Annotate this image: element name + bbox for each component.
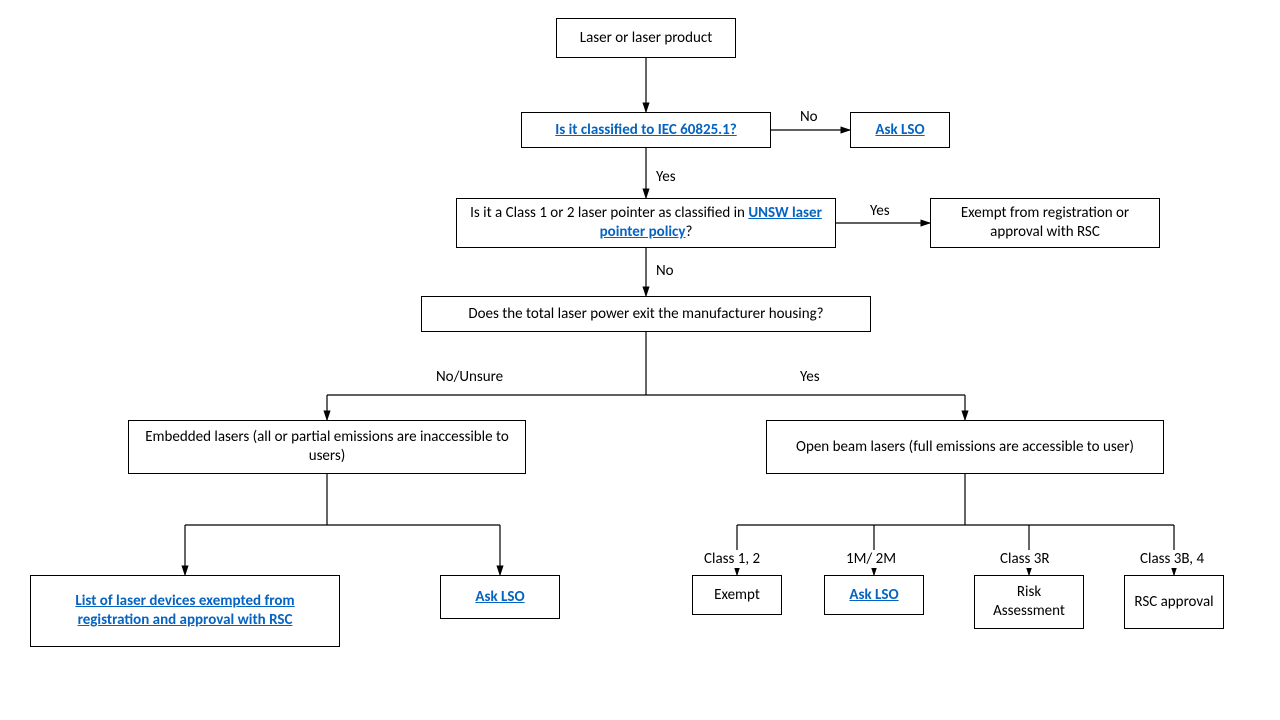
ask-lso-link-3[interactable]: Ask LSO	[849, 586, 898, 605]
node-iec[interactable]: Is it classified to IEC 60825.1?	[521, 112, 771, 148]
label-nounsure: No/Unsure	[436, 368, 503, 386]
embedded-text: Embedded lasers (all or partial emission…	[137, 428, 517, 466]
node-pointer-text: Is it a Class 1 or 2 laser pointer as cl…	[465, 204, 827, 242]
node-exempt: Exempt	[692, 575, 782, 615]
label-class3b4: Class 3B, 4	[1140, 550, 1204, 568]
label-no-1: No	[800, 108, 818, 126]
node-start: Laser or laser product	[556, 18, 736, 58]
node-asklso-2[interactable]: Ask LSO	[440, 575, 560, 619]
label-class3r: Class 3R	[1000, 550, 1050, 568]
node-embedded: Embedded lasers (all or partial emission…	[128, 420, 526, 474]
label-yes-2: Yes	[870, 202, 890, 220]
pointer-suffix: ?	[685, 223, 692, 241]
risk-text: Risk Assessment	[983, 583, 1075, 621]
label-no-2: No	[656, 262, 674, 280]
openbeam-text: Open beam lasers (full emissions are acc…	[796, 438, 1134, 457]
label-class12: Class 1, 2	[704, 550, 760, 568]
node-rsc: RSC approval	[1124, 575, 1224, 629]
exempt-list-link[interactable]: List of laser devices exempted from regi…	[39, 592, 331, 630]
label-yes-1: Yes	[656, 168, 676, 186]
node-housing: Does the total laser power exit the manu…	[421, 296, 871, 332]
node-pointer: Is it a Class 1 or 2 laser pointer as cl…	[456, 198, 836, 248]
housing-text: Does the total laser power exit the manu…	[468, 305, 823, 324]
node-exempt-list[interactable]: List of laser devices exempted from regi…	[30, 575, 340, 647]
pointer-prefix: Is it a Class 1 or 2 laser pointer as cl…	[470, 204, 748, 222]
rsc-text: RSC approval	[1134, 593, 1213, 612]
ask-lso-link-1[interactable]: Ask LSO	[875, 121, 924, 140]
exempt-rsc-text: Exempt from registration or approval wit…	[939, 204, 1151, 242]
exempt-text: Exempt	[714, 586, 760, 605]
node-exempt-rsc: Exempt from registration or approval wit…	[930, 198, 1160, 248]
label-yes-3: Yes	[800, 368, 820, 386]
ask-lso-link-2[interactable]: Ask LSO	[475, 588, 524, 607]
label-class1m2m: 1M/ 2M	[846, 550, 896, 568]
node-asklso-1[interactable]: Ask LSO	[850, 112, 950, 148]
node-risk: Risk Assessment	[974, 575, 1084, 629]
node-openbeam: Open beam lasers (full emissions are acc…	[766, 420, 1164, 474]
node-start-text: Laser or laser product	[580, 29, 712, 48]
node-asklso-3[interactable]: Ask LSO	[824, 575, 924, 615]
node-iec-link[interactable]: Is it classified to IEC 60825.1?	[555, 121, 736, 140]
